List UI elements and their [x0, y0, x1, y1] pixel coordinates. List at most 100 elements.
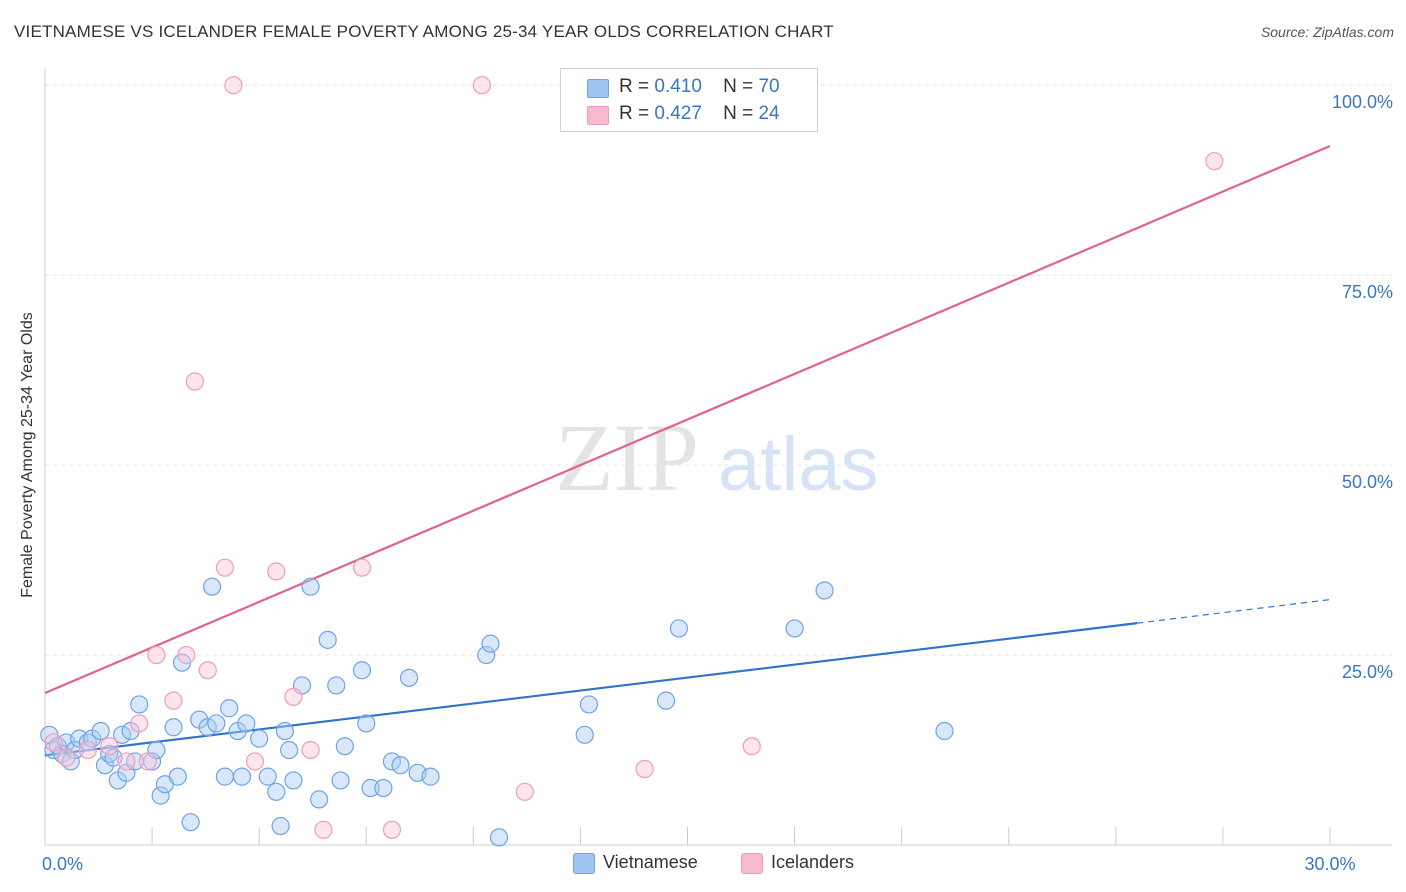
- data-point-vietnamese: [284, 771, 303, 790]
- data-point-vietnamese: [207, 714, 226, 733]
- data-point-vietnamese: [220, 699, 239, 718]
- x-tick-label: 0.0%: [42, 854, 83, 874]
- data-point-icelanders: [130, 714, 149, 733]
- trend-line-extension-vietnamese: [1137, 598, 1331, 624]
- data-point-vietnamese: [151, 786, 170, 805]
- data-point-icelanders: [352, 558, 372, 577]
- data-point-icelanders: [515, 782, 534, 801]
- data-point-vietnamese: [669, 619, 689, 638]
- y-tick-label: 25.0%: [1342, 662, 1393, 682]
- chart-title: VIETNAMESE VS ICELANDER FEMALE POVERTY A…: [14, 22, 834, 41]
- data-point-vietnamese: [142, 752, 162, 771]
- data-point-vietnamese: [280, 740, 299, 760]
- legend-swatch-icelanders: [741, 853, 763, 874]
- trend-line-vietnamese: [44, 622, 1138, 757]
- stats-n-label: N =: [723, 103, 754, 124]
- data-point-vietnamese: [310, 790, 329, 809]
- data-point-vietnamese: [656, 691, 676, 710]
- data-point-icelanders: [147, 645, 166, 665]
- data-point-vietnamese: [271, 816, 290, 836]
- data-point-vietnamese: [331, 771, 350, 790]
- data-point-vietnamese: [198, 718, 217, 737]
- data-point-icelanders: [472, 76, 491, 95]
- data-point-icelanders: [78, 740, 97, 760]
- stats-r-label: R =: [619, 76, 650, 97]
- data-point-vietnamese: [391, 756, 410, 775]
- grid: [45, 84, 1392, 656]
- data-point-icelanders: [224, 76, 243, 95]
- data-point-vietnamese: [250, 729, 269, 748]
- data-point-vietnamese: [374, 778, 393, 798]
- legend-label: Vietnamese: [603, 852, 698, 872]
- data-point-vietnamese: [258, 767, 277, 786]
- data-point-vietnamese: [237, 714, 256, 733]
- data-point-icelanders: [44, 733, 63, 752]
- data-point-vietnamese: [579, 695, 599, 714]
- x-tick-label: 30.0%: [1304, 854, 1355, 874]
- watermark: ZIP atlas: [555, 404, 879, 511]
- stats-n-value: 24: [758, 103, 780, 124]
- y-tick-label: 100.0%: [1332, 92, 1393, 112]
- stats-r-value: 0.410: [654, 76, 702, 97]
- data-point-vietnamese: [164, 718, 183, 737]
- data-point-vietnamese: [168, 767, 187, 786]
- y-tick-label: 50.0%: [1342, 472, 1393, 492]
- data-point-icelanders: [198, 661, 217, 680]
- data-point-vietnamese: [301, 577, 320, 596]
- data-point-vietnamese: [202, 577, 222, 596]
- data-point-vietnamese: [421, 767, 440, 786]
- data-point-icelanders: [164, 691, 183, 710]
- data-point-vietnamese: [318, 630, 337, 649]
- legend-label: Icelanders: [771, 852, 855, 872]
- data-point-icelanders: [245, 752, 264, 771]
- stats-n-value: 70: [758, 76, 780, 97]
- trend-line-icelanders: [44, 144, 1331, 695]
- data-point-icelanders: [301, 740, 320, 760]
- data-points: [40, 76, 1224, 847]
- data-point-vietnamese: [91, 721, 110, 741]
- stats-swatch-icelanders: [587, 106, 609, 125]
- source-text: Source: ZipAtlas.com: [1260, 24, 1394, 40]
- watermark-zip: ZIP: [555, 404, 699, 511]
- watermark-atlas: atlas: [718, 422, 879, 507]
- data-point-icelanders: [57, 748, 76, 767]
- data-point-vietnamese: [335, 737, 354, 756]
- data-point-vietnamese: [267, 782, 286, 801]
- data-point-vietnamese: [181, 813, 200, 832]
- data-point-vietnamese: [382, 752, 402, 771]
- data-point-icelanders: [100, 737, 119, 756]
- data-point-vietnamese: [399, 668, 419, 687]
- data-point-icelanders: [314, 820, 333, 839]
- axes: [44, 68, 1392, 846]
- stats-r-value: 0.427: [654, 103, 702, 124]
- trend-lines: [44, 144, 1331, 757]
- data-point-vietnamese: [785, 619, 804, 638]
- stats-swatch-vietnamese: [587, 79, 609, 98]
- data-point-vietnamese: [357, 714, 376, 733]
- data-point-icelanders: [177, 645, 196, 665]
- data-point-vietnamese: [477, 645, 496, 665]
- data-point-icelanders: [267, 562, 286, 581]
- data-point-vietnamese: [575, 725, 594, 744]
- data-point-vietnamese: [130, 695, 149, 714]
- data-point-vietnamese: [489, 828, 509, 847]
- data-point-vietnamese: [112, 725, 132, 744]
- data-point-vietnamese: [481, 634, 500, 653]
- data-point-vietnamese: [815, 581, 834, 600]
- stats-r-label: R =: [619, 103, 650, 124]
- data-point-icelanders: [742, 737, 761, 756]
- data-point-icelanders: [117, 752, 136, 771]
- data-point-vietnamese: [215, 767, 234, 786]
- legend-swatch-vietnamese: [573, 853, 595, 874]
- data-point-icelanders: [215, 558, 234, 577]
- y-axis-label: Female Poverty Among 25-34 Year Olds: [19, 312, 36, 598]
- data-point-icelanders: [1205, 152, 1224, 171]
- data-point-vietnamese: [352, 661, 372, 680]
- data-point-icelanders: [635, 759, 654, 779]
- data-point-icelanders: [284, 687, 303, 706]
- stats-n-label: N =: [723, 76, 754, 97]
- data-point-vietnamese: [935, 721, 954, 741]
- stats-box: R = 0.410 N = 70 R = 0.427 N = 24: [560, 68, 818, 132]
- data-point-vietnamese: [275, 721, 294, 741]
